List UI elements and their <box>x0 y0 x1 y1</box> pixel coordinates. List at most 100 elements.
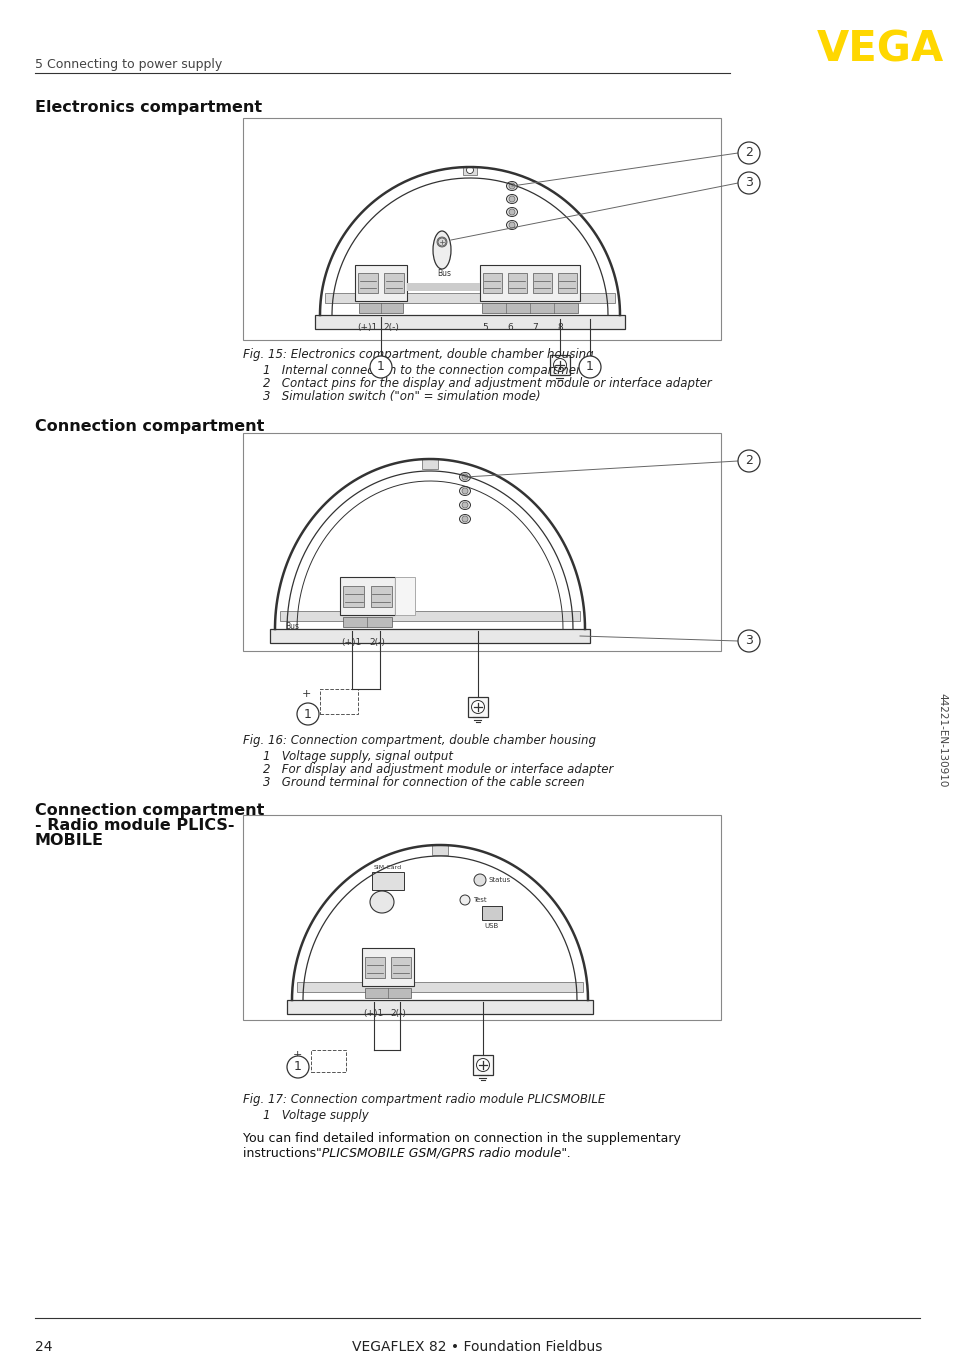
Text: 1: 1 <box>585 360 594 374</box>
Circle shape <box>466 167 473 173</box>
Text: 2   Contact pins for the display and adjustment module or interface adapter: 2 Contact pins for the display and adjus… <box>263 376 711 390</box>
Circle shape <box>370 356 392 378</box>
Text: 2(-): 2(-) <box>369 638 385 647</box>
Bar <box>407 283 479 291</box>
Ellipse shape <box>506 207 517 217</box>
Text: Status: Status <box>489 877 511 883</box>
Text: 3: 3 <box>744 176 752 190</box>
Text: 24: 24 <box>35 1340 52 1354</box>
Bar <box>357 274 377 292</box>
Bar <box>468 697 488 718</box>
Bar <box>319 689 357 714</box>
Ellipse shape <box>506 195 517 203</box>
Bar <box>358 303 402 313</box>
Text: Electronics compartment: Electronics compartment <box>35 100 262 115</box>
Text: −: − <box>302 701 311 711</box>
Bar <box>365 988 411 998</box>
Text: +: + <box>293 1049 302 1060</box>
Ellipse shape <box>459 473 470 482</box>
Circle shape <box>471 700 484 714</box>
Circle shape <box>296 703 318 724</box>
Text: 3   Ground terminal for connection of the cable screen: 3 Ground terminal for connection of the … <box>263 776 584 789</box>
Ellipse shape <box>459 515 470 524</box>
Text: 2: 2 <box>744 455 752 467</box>
Circle shape <box>459 895 470 904</box>
Bar <box>432 845 448 854</box>
Text: 5 Connecting to power supply: 5 Connecting to power supply <box>35 58 222 70</box>
Text: −: − <box>293 1060 302 1070</box>
Text: (+)1: (+)1 <box>363 1009 383 1018</box>
Text: 3   Simulation switch ("on" = simulation mode): 3 Simulation switch ("on" = simulation m… <box>263 390 540 403</box>
Bar <box>507 274 526 292</box>
Text: +: + <box>302 689 311 699</box>
Text: 44221-EN-130910: 44221-EN-130910 <box>936 693 946 787</box>
Bar <box>533 274 552 292</box>
Circle shape <box>553 359 566 371</box>
Text: 6: 6 <box>506 324 512 332</box>
Text: (+)1: (+)1 <box>356 324 376 332</box>
Text: instructions: instructions <box>243 1147 324 1160</box>
Bar <box>243 815 720 1020</box>
Bar <box>325 292 615 303</box>
Circle shape <box>509 222 515 227</box>
Bar <box>550 355 569 375</box>
Bar <box>314 315 624 329</box>
Text: Bus: Bus <box>436 269 451 278</box>
Circle shape <box>738 630 760 653</box>
Text: Fig. 15: Electronics compartment, double chamber housing: Fig. 15: Electronics compartment, double… <box>243 348 593 362</box>
Circle shape <box>461 516 468 523</box>
Text: 7: 7 <box>532 324 537 332</box>
Circle shape <box>287 1056 309 1078</box>
Circle shape <box>738 172 760 194</box>
Text: Bus: Bus <box>285 621 298 631</box>
Text: VEGA: VEGA <box>816 28 943 70</box>
Text: - Radio module PLICS-: - Radio module PLICS- <box>35 818 234 833</box>
Bar <box>343 617 392 627</box>
Circle shape <box>461 474 468 481</box>
Text: You can find detailed information on connection in the supplementary: You can find detailed information on con… <box>243 1132 680 1145</box>
Text: 1: 1 <box>304 708 312 720</box>
Text: 1   Voltage supply: 1 Voltage supply <box>263 1109 369 1122</box>
Bar <box>481 303 578 313</box>
Bar <box>479 265 579 301</box>
Bar <box>243 118 720 340</box>
Circle shape <box>509 183 515 190</box>
Circle shape <box>437 238 446 246</box>
Bar <box>311 1049 346 1072</box>
Text: Fig. 16: Connection compartment, double chamber housing: Fig. 16: Connection compartment, double … <box>243 734 596 747</box>
Circle shape <box>461 487 468 494</box>
Text: 3: 3 <box>744 635 752 647</box>
Text: (+)1: (+)1 <box>340 638 361 647</box>
Circle shape <box>738 450 760 473</box>
Text: 1   Internal connection to the connection compartment: 1 Internal connection to the connection … <box>263 364 587 376</box>
Circle shape <box>474 873 485 886</box>
Text: 8: 8 <box>557 324 562 332</box>
Bar <box>482 274 501 292</box>
Bar <box>365 957 384 978</box>
Bar <box>270 630 589 643</box>
Circle shape <box>476 1059 489 1071</box>
Bar <box>371 586 392 607</box>
Text: "PLICSMOBILE GSM/GPRS radio module".: "PLICSMOBILE GSM/GPRS radio module". <box>315 1147 570 1160</box>
Text: 5: 5 <box>481 324 487 332</box>
Text: 2(-): 2(-) <box>382 324 398 332</box>
Bar <box>243 433 720 651</box>
Text: Connection compartment: Connection compartment <box>35 803 264 818</box>
Bar <box>395 577 415 615</box>
Circle shape <box>509 196 515 202</box>
Text: 1   Voltage supply, signal output: 1 Voltage supply, signal output <box>263 750 453 764</box>
Text: Test: Test <box>473 896 486 903</box>
Ellipse shape <box>370 891 394 913</box>
Text: VEGAFLEX 82 • Foundation Fieldbus: VEGAFLEX 82 • Foundation Fieldbus <box>352 1340 601 1354</box>
Text: Fig. 17: Connection compartment radio module PLICSMOBILE: Fig. 17: Connection compartment radio mo… <box>243 1093 604 1106</box>
Text: 1: 1 <box>294 1060 301 1074</box>
Bar <box>391 957 411 978</box>
Ellipse shape <box>459 486 470 496</box>
Ellipse shape <box>506 221 517 229</box>
Bar <box>343 586 364 607</box>
Bar <box>280 611 579 621</box>
Text: 1: 1 <box>376 360 384 374</box>
Bar <box>296 982 582 992</box>
Bar <box>372 872 403 890</box>
Text: MOBILE: MOBILE <box>35 833 104 848</box>
